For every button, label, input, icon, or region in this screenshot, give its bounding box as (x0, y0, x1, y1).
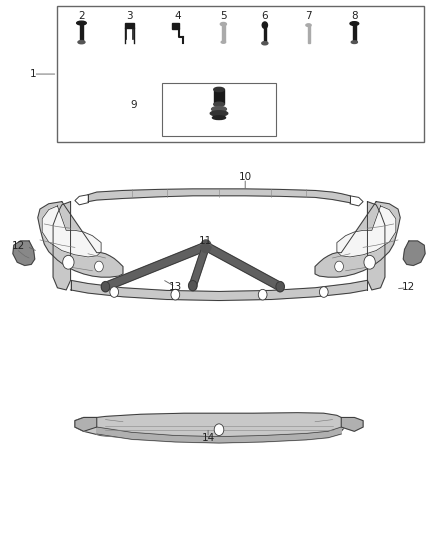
Bar (214, 90, 224, 104)
Polygon shape (315, 201, 400, 277)
Polygon shape (97, 427, 341, 443)
Bar (222, 24, 225, 42)
Ellipse shape (262, 42, 268, 45)
Ellipse shape (351, 41, 357, 44)
Ellipse shape (212, 107, 226, 112)
Bar (80, 23, 83, 42)
Ellipse shape (78, 41, 85, 44)
Bar (172, 23, 179, 29)
Circle shape (171, 289, 180, 300)
Text: 1: 1 (30, 69, 37, 79)
Text: 2: 2 (78, 11, 85, 21)
Polygon shape (205, 243, 282, 290)
Ellipse shape (262, 22, 268, 28)
Ellipse shape (212, 116, 226, 119)
Text: 9: 9 (131, 100, 137, 110)
Ellipse shape (214, 87, 224, 92)
Circle shape (201, 240, 211, 253)
Polygon shape (75, 417, 97, 431)
Polygon shape (13, 241, 35, 265)
Text: 11: 11 (199, 236, 212, 246)
Ellipse shape (221, 41, 226, 43)
Text: 12: 12 (402, 282, 416, 292)
Polygon shape (367, 201, 385, 290)
Text: 10: 10 (239, 172, 252, 182)
Polygon shape (71, 280, 367, 301)
Circle shape (95, 261, 103, 272)
Ellipse shape (350, 22, 359, 26)
Text: 4: 4 (174, 11, 181, 21)
Text: 12: 12 (11, 241, 25, 251)
Circle shape (214, 424, 224, 435)
Bar (57, 6, 424, 142)
Circle shape (63, 255, 74, 269)
Ellipse shape (214, 102, 224, 107)
Polygon shape (75, 413, 346, 441)
Polygon shape (42, 206, 101, 257)
Circle shape (101, 281, 110, 292)
Ellipse shape (210, 111, 228, 116)
Ellipse shape (77, 21, 86, 25)
Ellipse shape (306, 24, 311, 27)
Text: 3: 3 (126, 11, 133, 21)
Text: 6: 6 (261, 11, 268, 21)
Polygon shape (341, 417, 363, 431)
Bar (125, 23, 134, 28)
Bar (162, 83, 276, 136)
Text: 7: 7 (305, 11, 312, 21)
Circle shape (258, 289, 267, 300)
Polygon shape (38, 201, 123, 277)
Circle shape (189, 280, 197, 290)
Polygon shape (403, 241, 425, 265)
Text: 8: 8 (351, 11, 358, 21)
Polygon shape (88, 189, 350, 203)
Polygon shape (190, 245, 209, 287)
Bar (264, 25, 266, 43)
Circle shape (276, 281, 284, 292)
Bar (307, 25, 310, 43)
Ellipse shape (220, 22, 226, 26)
Polygon shape (337, 206, 396, 257)
Circle shape (364, 255, 375, 269)
Polygon shape (53, 201, 71, 290)
Text: 14: 14 (201, 433, 215, 443)
Circle shape (110, 287, 119, 297)
Bar (353, 23, 356, 42)
Circle shape (319, 287, 328, 297)
Text: 13: 13 (169, 282, 182, 292)
Polygon shape (104, 243, 207, 290)
Circle shape (335, 261, 343, 272)
Text: 5: 5 (220, 11, 227, 21)
